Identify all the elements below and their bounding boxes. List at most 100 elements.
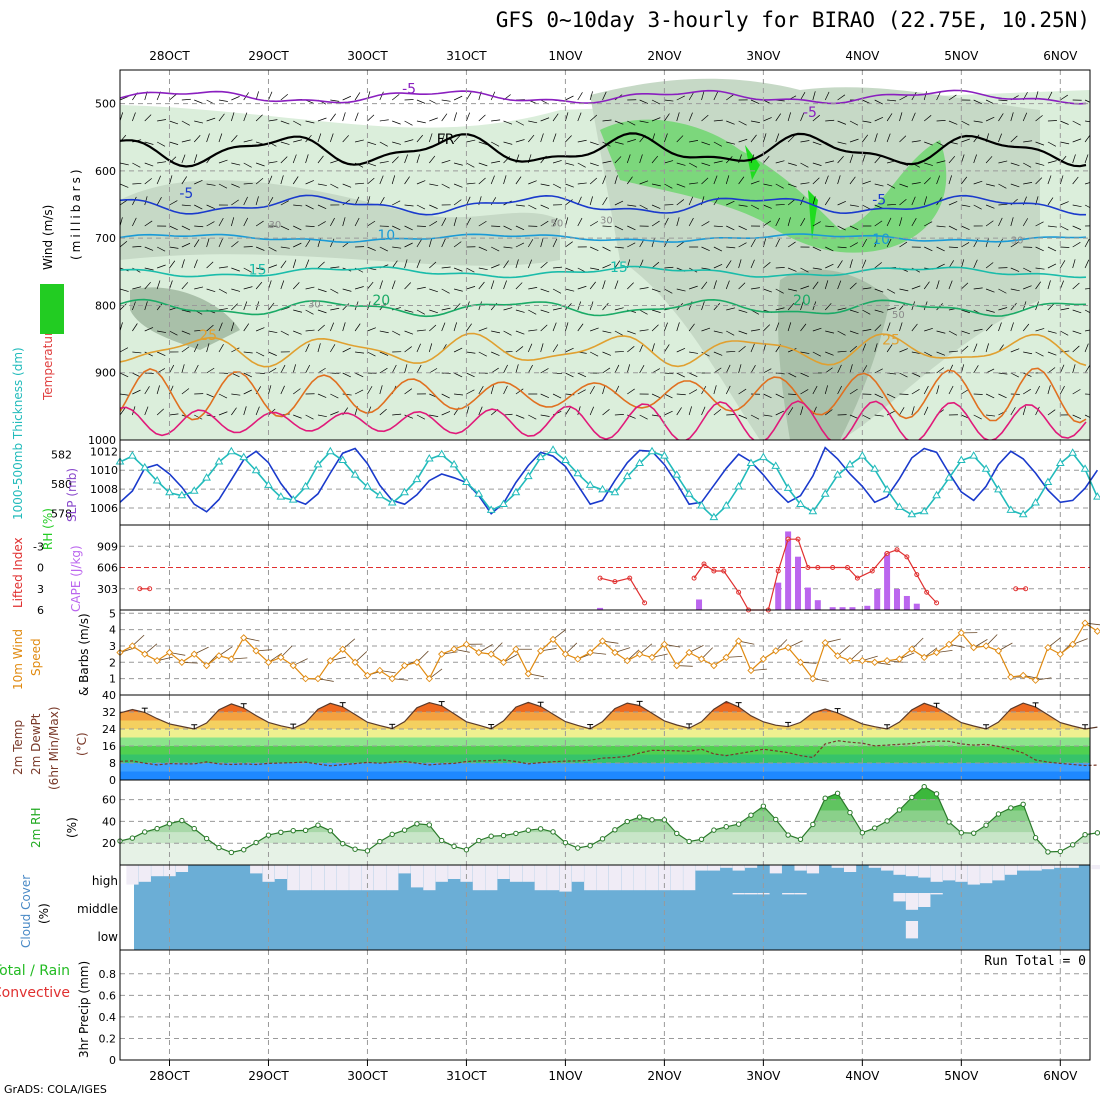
wind10m-barb [416, 650, 429, 663]
wind-barb [577, 372, 587, 378]
cloud-clear-cell [472, 865, 486, 891]
wind-barb [441, 322, 446, 332]
wind-barb [788, 393, 798, 395]
wind-barb [1010, 288, 1020, 292]
cape-bar [903, 595, 910, 610]
cape-tick-label: 606 [97, 562, 118, 575]
wind-barb [936, 367, 945, 374]
ylabel-2m-temp: 2m Temp [11, 720, 25, 775]
wind-barb [1072, 225, 1082, 230]
wind-barb [602, 197, 608, 206]
rh2m-point [1020, 801, 1026, 808]
wind10m-point [301, 675, 310, 683]
wind-barb [713, 119, 723, 122]
rh2m-point [253, 839, 259, 846]
wind-barb [206, 261, 214, 269]
wind-barb [194, 329, 204, 332]
wind-barb [664, 99, 674, 102]
wind-barb [589, 221, 599, 227]
wind-barb [552, 160, 562, 164]
wind-barb [800, 389, 809, 395]
wind-barb [169, 93, 177, 101]
rh-contour-label: 30 [268, 220, 281, 231]
wind-barb [1047, 263, 1057, 269]
wind-barb [787, 407, 794, 416]
wind-barb [367, 386, 373, 395]
date-label-top: 2NOV [647, 49, 682, 63]
wind-barb [540, 288, 550, 293]
wind-barb [379, 161, 389, 164]
wind-barb [144, 220, 153, 227]
wind-barb [120, 347, 129, 353]
wind-barb [565, 407, 571, 416]
wind-barb [243, 112, 248, 122]
wind-barb [1023, 285, 1032, 290]
wind-barb [1047, 351, 1057, 356]
wind-barb [713, 175, 718, 185]
rh2m-tick-label: 20 [102, 837, 116, 850]
wind-barb [330, 183, 339, 189]
wind-barb [540, 117, 550, 122]
wind-barb [701, 301, 705, 311]
wind-barb [824, 175, 829, 185]
wind-barb [354, 389, 364, 395]
wind10m-point [957, 629, 965, 637]
wind-barb [441, 393, 450, 399]
wind-barb [948, 175, 952, 185]
thickness-point [647, 446, 657, 455]
wind-barb [577, 406, 581, 416]
cape-tick-label: 303 [97, 583, 118, 596]
wind-barb [973, 154, 977, 164]
wind-barb [589, 281, 596, 290]
rh-shade-dark [130, 287, 240, 350]
wind-barb [391, 364, 397, 374]
wind-barb [144, 114, 152, 122]
wind-barb [367, 162, 377, 167]
wind-barb [1084, 99, 1090, 103]
wind-barb [367, 351, 376, 357]
wind-barb [738, 330, 748, 335]
rh2m-point [896, 807, 903, 813]
wind-barb [428, 133, 433, 143]
wind-barb [181, 309, 191, 313]
wind-barb [948, 225, 958, 231]
wind-barb [181, 242, 191, 248]
thickness-point [721, 500, 731, 509]
wind-barb [837, 120, 847, 125]
wind-barb [342, 135, 349, 143]
wind-barb [812, 114, 820, 122]
temp-band [120, 703, 1090, 712]
rh-contour-label: 50 [892, 310, 905, 321]
wind-barb [713, 367, 722, 374]
wind-barb [651, 155, 659, 164]
wind-barb [825, 263, 834, 269]
wind-barb [874, 238, 878, 248]
wind-barb [961, 120, 970, 126]
wind10m-point [895, 655, 904, 663]
wind-barb [120, 199, 128, 206]
wind-barb [849, 414, 859, 419]
rh2m-point [599, 836, 606, 842]
wind-barb [157, 264, 166, 269]
isotherm-label: 25 [882, 332, 900, 348]
wind-barb [1047, 280, 1051, 290]
thickness-point [895, 502, 904, 510]
wind10m-point [796, 658, 805, 666]
wind-barb [874, 393, 884, 399]
wind-barb [614, 246, 624, 249]
cape-bar [839, 607, 846, 610]
rh2m-point [995, 811, 1002, 817]
wind-barb [391, 156, 399, 164]
wind-barb [862, 238, 867, 248]
cloud-clear-cell [448, 865, 461, 879]
wind-barb [565, 183, 574, 188]
wind-barb [1010, 267, 1020, 272]
wind10m-tick-label: 4 [109, 624, 116, 637]
wind-barb [540, 414, 550, 417]
wind-barb [676, 288, 686, 292]
wind-barb [490, 385, 494, 395]
wind-barb [899, 322, 903, 332]
wind-barb [738, 282, 746, 290]
thickness-point [486, 505, 496, 513]
